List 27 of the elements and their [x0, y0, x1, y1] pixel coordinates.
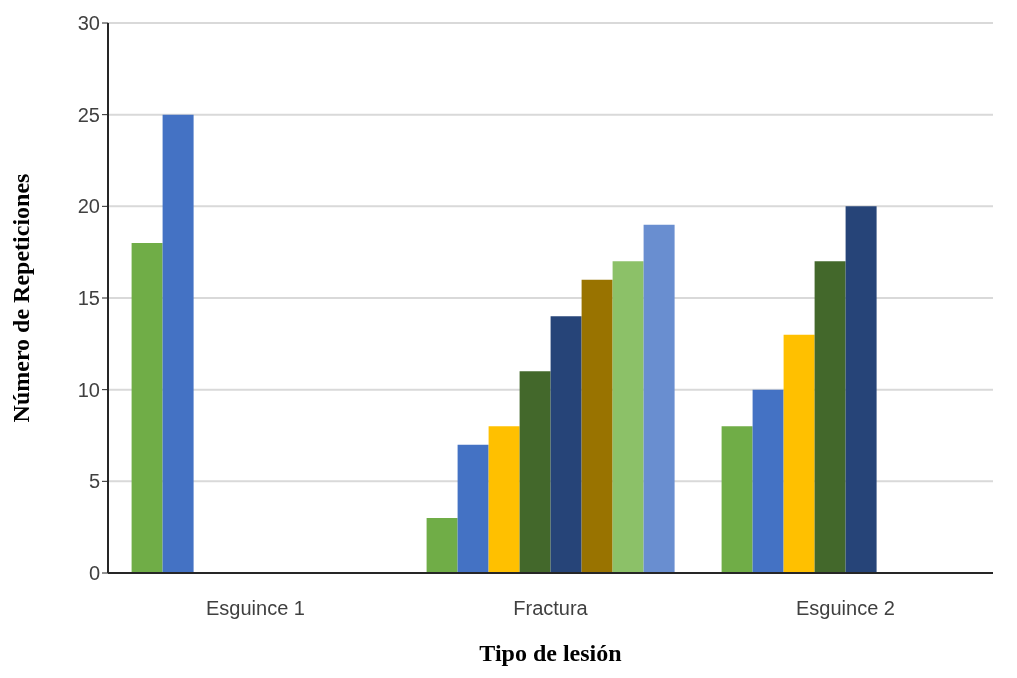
bar [612, 261, 644, 573]
y-tick-label: 20 [77, 195, 100, 218]
bar [581, 279, 613, 573]
x-tick-label: Fractura [513, 597, 589, 620]
y-tick-label: 10 [77, 378, 100, 401]
bar [162, 114, 194, 573]
x-tick-label: Esguince 1 [206, 597, 305, 620]
bar [488, 426, 520, 573]
bar [519, 371, 551, 573]
bar [457, 444, 489, 573]
y-tick-label: 15 [77, 287, 100, 310]
bar [783, 334, 815, 573]
bar [752, 389, 784, 573]
y-tick-label: 25 [77, 103, 100, 126]
y-axis-title: Número de Repeticiones [7, 173, 34, 423]
x-tick-label: Esguince 2 [796, 597, 895, 620]
bar [643, 224, 675, 573]
bar [131, 243, 163, 573]
bar [426, 518, 458, 573]
bar [814, 261, 846, 573]
bar [721, 426, 753, 573]
y-tick-label: 0 [88, 562, 100, 585]
y-tick-label: 5 [88, 470, 100, 493]
bar [550, 316, 582, 573]
x-axis-title: Tipo de lesión [479, 640, 622, 666]
bar [845, 206, 877, 573]
y-tick-label: 30 [77, 12, 100, 35]
